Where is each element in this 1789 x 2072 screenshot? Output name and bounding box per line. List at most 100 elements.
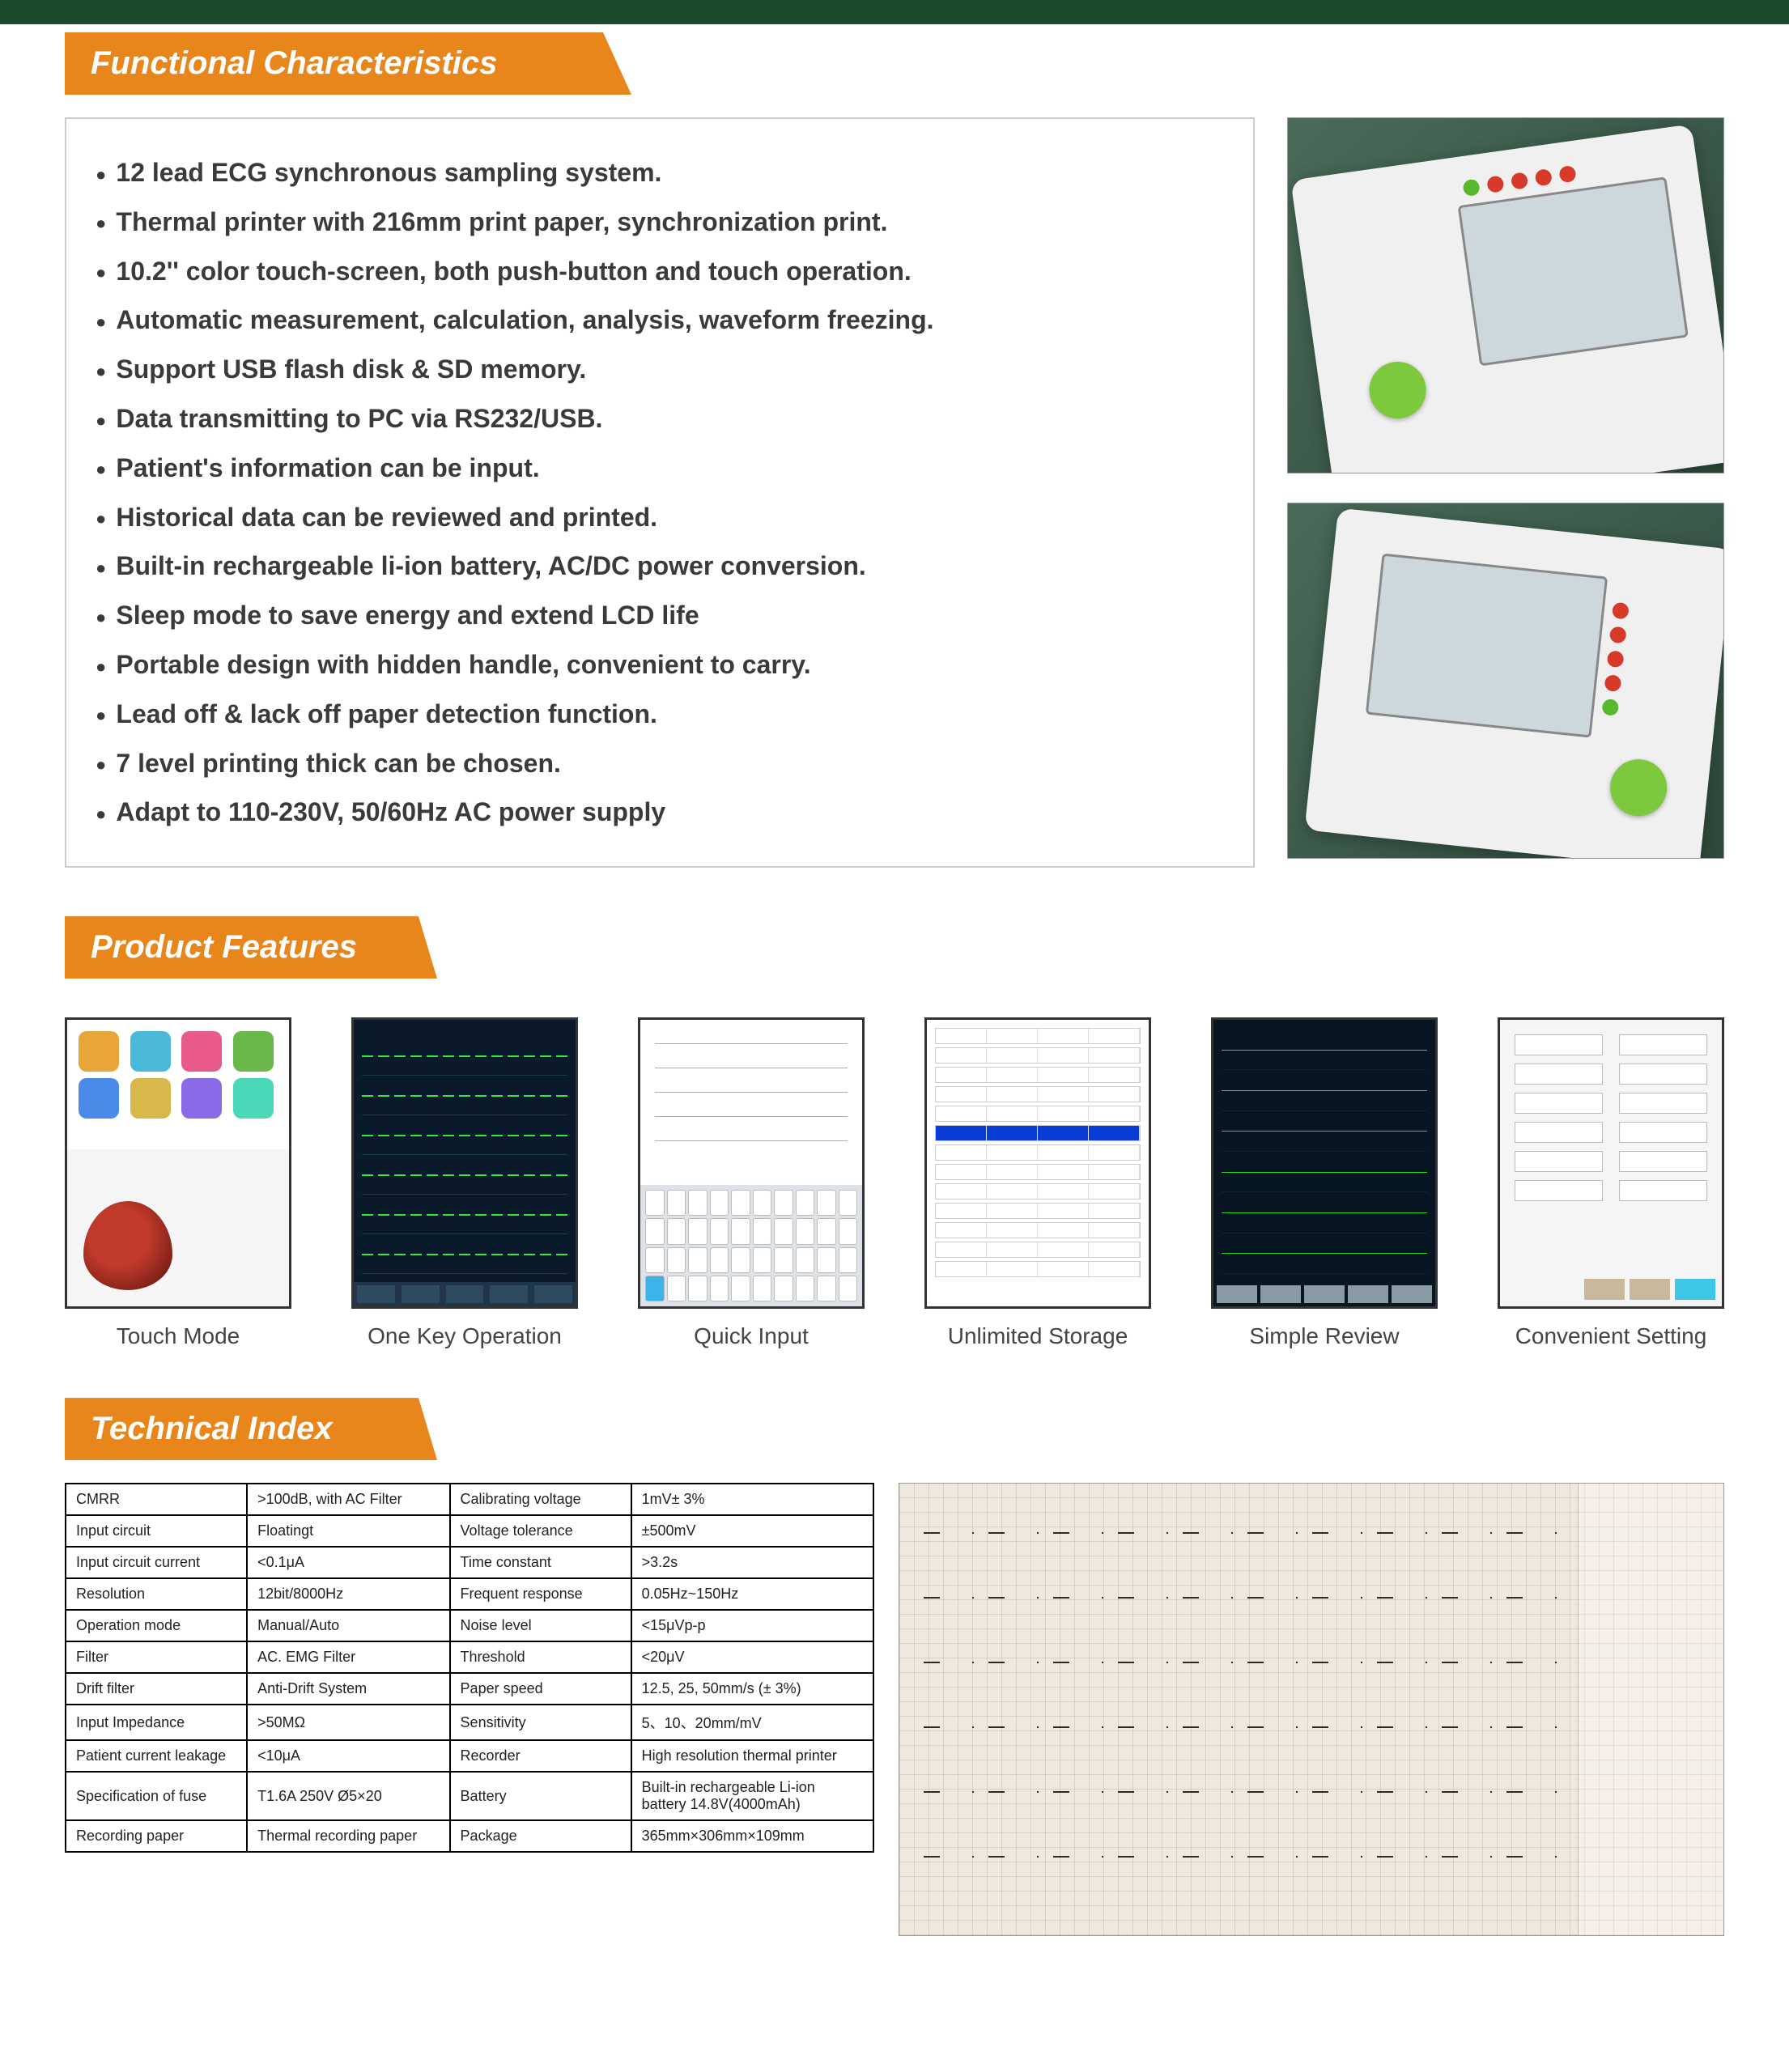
table-value: 1mV± 3%	[631, 1484, 873, 1515]
functional-list-item: Thermal printer with 216mm print paper, …	[96, 197, 1224, 247]
device-screen	[1366, 553, 1608, 737]
app-icon	[181, 1078, 222, 1119]
functional-list-item: Historical data can be reviewed and prin…	[96, 493, 1224, 542]
table-param: Threshold	[450, 1641, 631, 1673]
table-value: >50MΩ	[247, 1705, 449, 1740]
device-power-button	[1366, 358, 1430, 422]
table-value: <15μVp-p	[631, 1610, 873, 1641]
feature-thumbnail-setting	[1498, 1017, 1724, 1309]
table-param: Filter	[66, 1641, 247, 1673]
device-small-button	[1612, 602, 1630, 620]
app-icon	[130, 1078, 171, 1119]
functional-list-item: Patient's information can be input.	[96, 444, 1224, 493]
table-value: >100dB, with AC Filter	[247, 1484, 449, 1515]
functional-list-item: Automatic measurement, calculation, anal…	[96, 295, 1224, 345]
functional-list: 12 lead ECG synchronous sampling system.…	[96, 148, 1224, 837]
feature-item: Touch Mode	[65, 1017, 291, 1349]
table-row: Recording paperThermal recording paperPa…	[66, 1820, 873, 1852]
table-row: FilterAC. EMG FilterThreshold<20μV	[66, 1641, 873, 1673]
device-small-button	[1486, 175, 1505, 193]
ecg-trace-row	[924, 1856, 1562, 1858]
feature-caption: One Key Operation	[368, 1323, 562, 1349]
device-screen	[1458, 176, 1689, 366]
feature-caption: Simple Review	[1249, 1323, 1399, 1349]
device-photo-top	[1287, 117, 1724, 473]
feature-caption: Convenient Setting	[1515, 1323, 1707, 1349]
table-value: T1.6A 250V Ø5×20	[247, 1772, 449, 1820]
feature-thumbnail-review	[1211, 1017, 1438, 1309]
feature-item: One Key Operation	[351, 1017, 578, 1349]
table-value: >3.2s	[631, 1547, 873, 1578]
table-value: ±500mV	[631, 1515, 873, 1547]
functional-list-item: Support USB flash disk & SD memory.	[96, 345, 1224, 394]
table-param: Resolution	[66, 1578, 247, 1610]
feature-item: Convenient Setting	[1498, 1017, 1724, 1349]
ecg-trace-row	[924, 1662, 1562, 1663]
app-icon	[79, 1078, 119, 1119]
table-param: Recorder	[450, 1740, 631, 1772]
functional-list-item: Sleep mode to save energy and extend LCD…	[96, 591, 1224, 640]
table-param: Patient current leakage	[66, 1740, 247, 1772]
technical-table: CMRR>100dB, with AC FilterCalibrating vo…	[65, 1483, 874, 1853]
device-small-button	[1601, 698, 1619, 716]
table-param: Paper speed	[450, 1673, 631, 1705]
table-param: Calibrating voltage	[450, 1484, 631, 1515]
page-top-border	[0, 0, 1789, 24]
device-power-button	[1608, 757, 1670, 819]
feature-item: Simple Review	[1211, 1017, 1438, 1349]
table-value: Floatingt	[247, 1515, 449, 1547]
functional-row: 12 lead ECG synchronous sampling system.…	[65, 117, 1724, 868]
feature-caption: Unlimited Storage	[948, 1323, 1128, 1349]
table-value: 12bit/8000Hz	[247, 1578, 449, 1610]
table-param: Input circuit	[66, 1515, 247, 1547]
feature-item: Quick Input	[638, 1017, 865, 1349]
feature-thumbnail-storage	[924, 1017, 1151, 1309]
table-value: Anti-Drift System	[247, 1673, 449, 1705]
features-row: Touch Mode One Key Operation Quick Input Un…	[65, 1017, 1724, 1349]
device-button-row	[1601, 602, 1630, 716]
table-value: 0.05Hz~150Hz	[631, 1578, 873, 1610]
functional-list-item: Data transmitting to PC via RS232/USB.	[96, 394, 1224, 444]
ecg-trace-row	[924, 1791, 1562, 1793]
app-icon	[233, 1078, 274, 1119]
functional-list-item: 7 level printing thick can be chosen.	[96, 739, 1224, 788]
ecg-trace-row	[924, 1726, 1562, 1728]
ecg-printout-side-panel	[1578, 1484, 1723, 1935]
section-header-features: Product Features	[65, 916, 437, 979]
functional-list-box: 12 lead ECG synchronous sampling system.…	[65, 117, 1255, 868]
table-row: Specification of fuseT1.6A 250V Ø5×20Bat…	[66, 1772, 873, 1820]
technical-row: CMRR>100dB, with AC FilterCalibrating vo…	[65, 1483, 1724, 1936]
table-param: Voltage tolerance	[450, 1515, 631, 1547]
app-icon	[233, 1031, 274, 1072]
table-param: Sensitivity	[450, 1705, 631, 1740]
device-body	[1304, 507, 1724, 859]
table-value: Manual/Auto	[247, 1610, 449, 1641]
table-param: Noise level	[450, 1610, 631, 1641]
device-small-button	[1607, 650, 1625, 668]
table-row: Operation modeManual/AutoNoise level<15μ…	[66, 1610, 873, 1641]
table-param: Frequent response	[450, 1578, 631, 1610]
device-small-button	[1534, 168, 1553, 187]
table-row: Drift filterAnti-Drift SystemPaper speed…	[66, 1673, 873, 1705]
app-icon	[130, 1031, 171, 1072]
functional-list-item: Adapt to 110-230V, 50/60Hz AC power supp…	[96, 788, 1224, 837]
functional-list-item: Built-in rechargeable li-ion battery, AC…	[96, 541, 1224, 591]
functional-list-item: Lead off & lack off paper detection func…	[96, 690, 1224, 739]
feature-caption: Touch Mode	[117, 1323, 240, 1349]
table-value: Thermal recording paper	[247, 1820, 449, 1852]
section-header-technical: Technical Index	[65, 1398, 437, 1460]
table-value: <10μA	[247, 1740, 449, 1772]
table-param: Time constant	[450, 1547, 631, 1578]
table-param: Recording paper	[66, 1820, 247, 1852]
device-body	[1290, 124, 1724, 473]
device-small-button	[1558, 165, 1577, 184]
table-param: Input Impedance	[66, 1705, 247, 1740]
ecg-printout-sample	[899, 1483, 1724, 1936]
ecg-trace-row	[924, 1597, 1562, 1599]
table-param: Input circuit current	[66, 1547, 247, 1578]
table-param: Package	[450, 1820, 631, 1852]
table-param: CMRR	[66, 1484, 247, 1515]
feature-caption: Quick Input	[694, 1323, 809, 1349]
device-photo-bottom	[1287, 503, 1724, 859]
device-small-button	[1604, 674, 1621, 692]
